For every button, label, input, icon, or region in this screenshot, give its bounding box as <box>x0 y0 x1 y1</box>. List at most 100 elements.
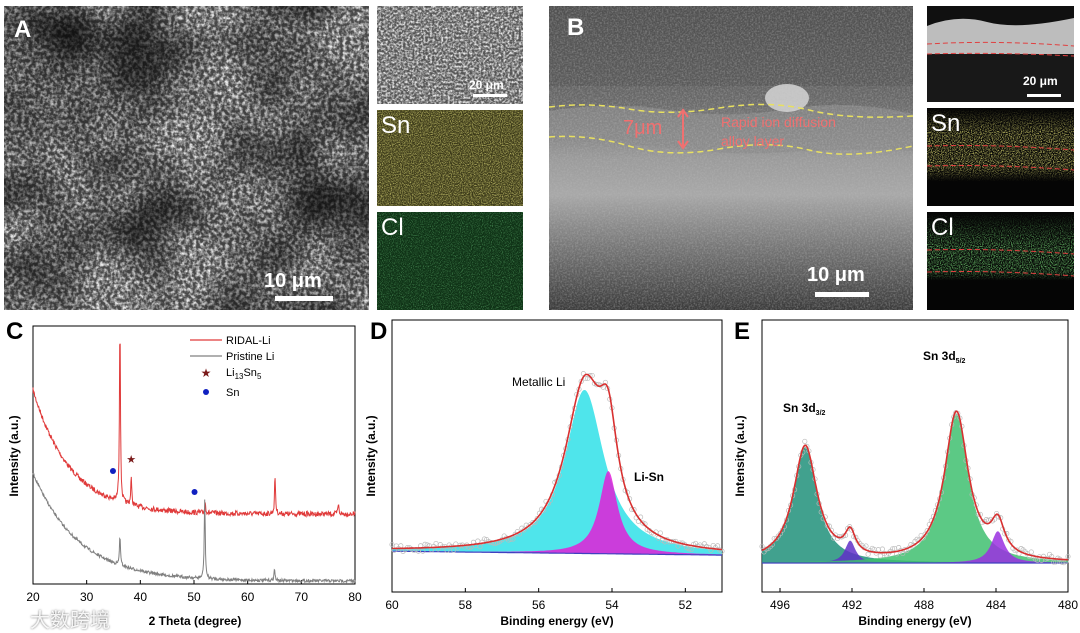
eds-map-cl-b: Cl <box>927 212 1074 310</box>
annot-sn-3d52: Sn 3d5/2 <box>923 349 966 365</box>
xrd-xtick-label-70: 70 <box>295 590 309 604</box>
d-raw-point <box>715 543 721 549</box>
d-raw-point <box>475 538 481 544</box>
e-raw-point <box>890 546 896 552</box>
d-raw-point <box>530 520 536 526</box>
eds-label-sn-a: Sn <box>381 112 411 139</box>
d-xtick-label-58: 58 <box>459 598 473 612</box>
eds-sn-texture-b <box>927 108 1074 206</box>
d-raw-point <box>640 520 646 526</box>
e-component-0 <box>762 447 1068 563</box>
xrd-xtick-label-40: 40 <box>134 590 148 604</box>
d-raw-point <box>422 541 428 547</box>
xrd-series-pristine-li <box>32 473 356 584</box>
scale-label-inset-a: 20 μm <box>469 78 504 92</box>
ylabel-c: Intensity (a.u.) <box>7 415 21 496</box>
annot-sn-3d32-sub: 3/2 <box>816 410 826 417</box>
eds-map-sn-a: Sn <box>377 110 523 206</box>
sem-image-b: B 7μm Rapid ion diffusion alloy layer 10… <box>549 6 913 310</box>
scale-bar-main-b <box>815 292 869 297</box>
scale-bar-inset-a <box>473 94 507 97</box>
sem-inset-b: 20 μm <box>927 6 1074 102</box>
panel-label-b: B <box>567 14 585 41</box>
eds-sn-texture-a <box>377 110 523 206</box>
scale-bar-main-a <box>275 296 333 301</box>
d-raw-point <box>389 541 395 548</box>
d-raw-point <box>704 544 710 550</box>
d-raw-point <box>686 546 692 552</box>
e-raw-point <box>879 546 885 552</box>
d-xtick-label-56: 56 <box>532 598 546 612</box>
sem-inset-texture-a <box>377 6 523 104</box>
d-xtick-label-60: 60 <box>385 598 399 612</box>
eds-label-cl-a: Cl <box>381 214 404 241</box>
annot-sn-3d32: Sn 3d3/2 <box>783 401 826 417</box>
e-xtick-label-484: 484 <box>986 598 1006 612</box>
legend-ridal: RIDAL-Li <box>226 335 271 347</box>
e-raw-point <box>910 543 916 549</box>
e-xtick-label-488: 488 <box>914 598 934 612</box>
xps-sn-chart: 496 492 488 484 480 Sn 3d3/2 Sn 3d5/2 Intens… <box>733 319 1078 628</box>
plot-frame-c <box>32 325 356 585</box>
xrd-xtick-label-80: 80 <box>348 590 362 604</box>
layer-label-line1: Rapid ion diffusion <box>721 114 836 130</box>
annot-sn-3d52-base: Sn 3d <box>923 349 956 363</box>
legend-sn: Sn <box>226 387 239 399</box>
annot-li-sn: Li-Sn <box>634 470 664 484</box>
e-raw-point <box>802 438 808 444</box>
d-raw-point <box>481 536 487 542</box>
xrd-marker-sn <box>109 468 116 474</box>
ylabel-d: Intensity (a.u.) <box>364 415 378 496</box>
legend-pristine: Pristine Li <box>226 351 274 363</box>
d-baseline <box>392 550 722 556</box>
xlabel-d: Binding energy (eV) <box>500 614 613 628</box>
xrd-series-ridal-li <box>32 343 356 519</box>
panel-label-a: A <box>14 16 32 43</box>
annot-sn-3d32-base: Sn 3d <box>783 401 816 415</box>
panel-b: B 7μm Rapid ion diffusion alloy layer 10… <box>549 6 1074 310</box>
panel-c: C 20 30 40 50 60 70 80 ★ RIDAL-Li Pristine Li … <box>0 316 362 633</box>
xrd-xtick-label-30: 30 <box>80 590 94 604</box>
e-xtick-label-492: 492 <box>842 598 862 612</box>
sem-texture-a <box>4 6 369 310</box>
e-component-3 <box>762 531 1068 563</box>
panel-e: E 496 492 488 484 480 Sn 3d3/2 Sn 3d5/2 Inte… <box>728 316 1080 633</box>
plot-frame-e <box>761 319 1069 593</box>
legend-li13sn5-sub13: 13 <box>235 372 244 381</box>
panel-d: D 60 58 56 54 52 Metallic Li Li-Sn Intensity… <box>362 316 728 633</box>
d-raw-point <box>587 373 593 379</box>
panel-a: A 10 μm 20 μm <box>4 6 524 310</box>
eds-map-cl-a: Cl <box>377 212 523 310</box>
xrd-marker-li13sn5: ★ <box>126 454 136 466</box>
eds-map-sn-b: Sn <box>927 108 1074 206</box>
sem-image-a: A 10 μm <box>4 6 369 310</box>
e-raw-point <box>877 553 883 559</box>
panel-label-d: D <box>370 318 388 345</box>
d-raw-point <box>657 530 663 536</box>
e-xtick-label-496: 496 <box>770 598 790 612</box>
eds-label-cl-b: Cl <box>931 214 954 241</box>
scale-label-main-a: 10 μm <box>264 270 322 292</box>
e-raw-point <box>875 547 881 553</box>
e-raw-point <box>841 533 847 539</box>
xps-envelope-d <box>392 373 723 551</box>
e-raw-point <box>900 550 906 557</box>
eds-cl-texture-b <box>927 212 1074 310</box>
d-raw-point <box>534 515 540 522</box>
legend-swatch-sn <box>203 389 209 395</box>
xrd-xtick-label-50: 50 <box>187 590 201 604</box>
panel-label-c: C <box>6 318 24 345</box>
xps-envelope-e <box>761 410 1069 561</box>
d-raw-point <box>451 547 457 553</box>
legend-swatch-li13sn5: ★ <box>201 366 212 380</box>
e-raw-point <box>1051 559 1057 565</box>
e-raw-point <box>1065 553 1071 560</box>
d-raw-point <box>583 375 589 382</box>
xrd-chart: 20 30 40 50 60 70 80 ★ RIDAL-Li Pristine Li ★ … <box>7 325 362 628</box>
d-xtick-label-52: 52 <box>679 598 693 612</box>
legend-li13sn5-sub5: 5 <box>257 372 262 381</box>
legend-li13sn5-li: Li <box>226 367 235 379</box>
scale-label-main-b: 10 μm <box>807 264 865 286</box>
panel-label-e: E <box>734 318 751 345</box>
e-raw-point <box>1028 549 1034 555</box>
